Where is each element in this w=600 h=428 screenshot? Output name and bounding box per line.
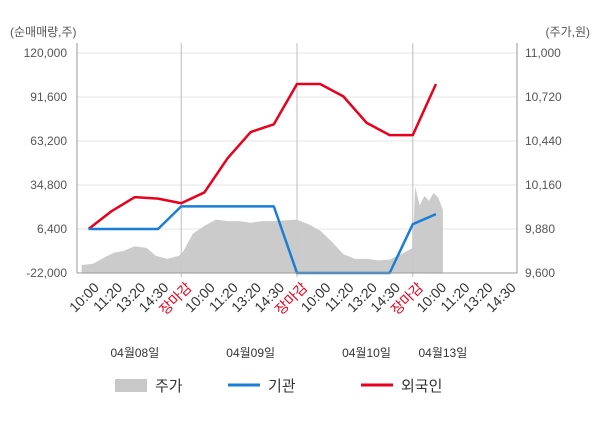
- left-axis-unit: (순매매량,주): [10, 25, 77, 39]
- right-axis-unit: (주가,원): [546, 25, 590, 39]
- left-tick-label: 120,000: [24, 46, 68, 60]
- x-tick-labels: 10:0011:2013:2014:30장마감10:0011:2013:2014…: [66, 279, 519, 318]
- legend-label: 주가: [155, 378, 183, 395]
- series-line-foreign: [87, 82, 438, 230]
- right-tick-label: 10,720: [525, 90, 562, 104]
- left-tick-label: -22,000: [26, 266, 67, 280]
- price-area-layer: [81, 186, 443, 273]
- left-tick-label: 6,400: [37, 222, 67, 236]
- left-tick-label: 91,600: [30, 90, 67, 104]
- left-tick-label: 34,800: [30, 178, 67, 192]
- right-tick-label: 9,880: [525, 222, 555, 236]
- legend: 주가 기관 외국인: [115, 378, 442, 395]
- right-tick-label: 10,160: [525, 178, 562, 192]
- right-tick-label: 9,600: [525, 266, 555, 280]
- date-labels: 04월08일 04월09일 04월10일 04월13일: [111, 346, 468, 360]
- legend-label: 기관: [268, 378, 296, 395]
- date-label: 04월08일: [111, 346, 160, 360]
- date-label: 04월09일: [226, 346, 275, 360]
- date-label: 04월13일: [419, 346, 468, 360]
- right-tick-label: 10,440: [525, 134, 562, 148]
- legend-label: 외국인: [401, 378, 442, 395]
- axes-layer: (순매매량,주) (주가,원) 120,000 91,600 63,200 34,800 6…: [10, 25, 590, 280]
- left-tick-label: 63,200: [30, 134, 67, 148]
- price-area: [81, 186, 443, 273]
- right-tick-label: 11,000: [525, 46, 561, 60]
- date-label: 04월10일: [342, 346, 391, 360]
- legend-swatch-price: [115, 379, 147, 392]
